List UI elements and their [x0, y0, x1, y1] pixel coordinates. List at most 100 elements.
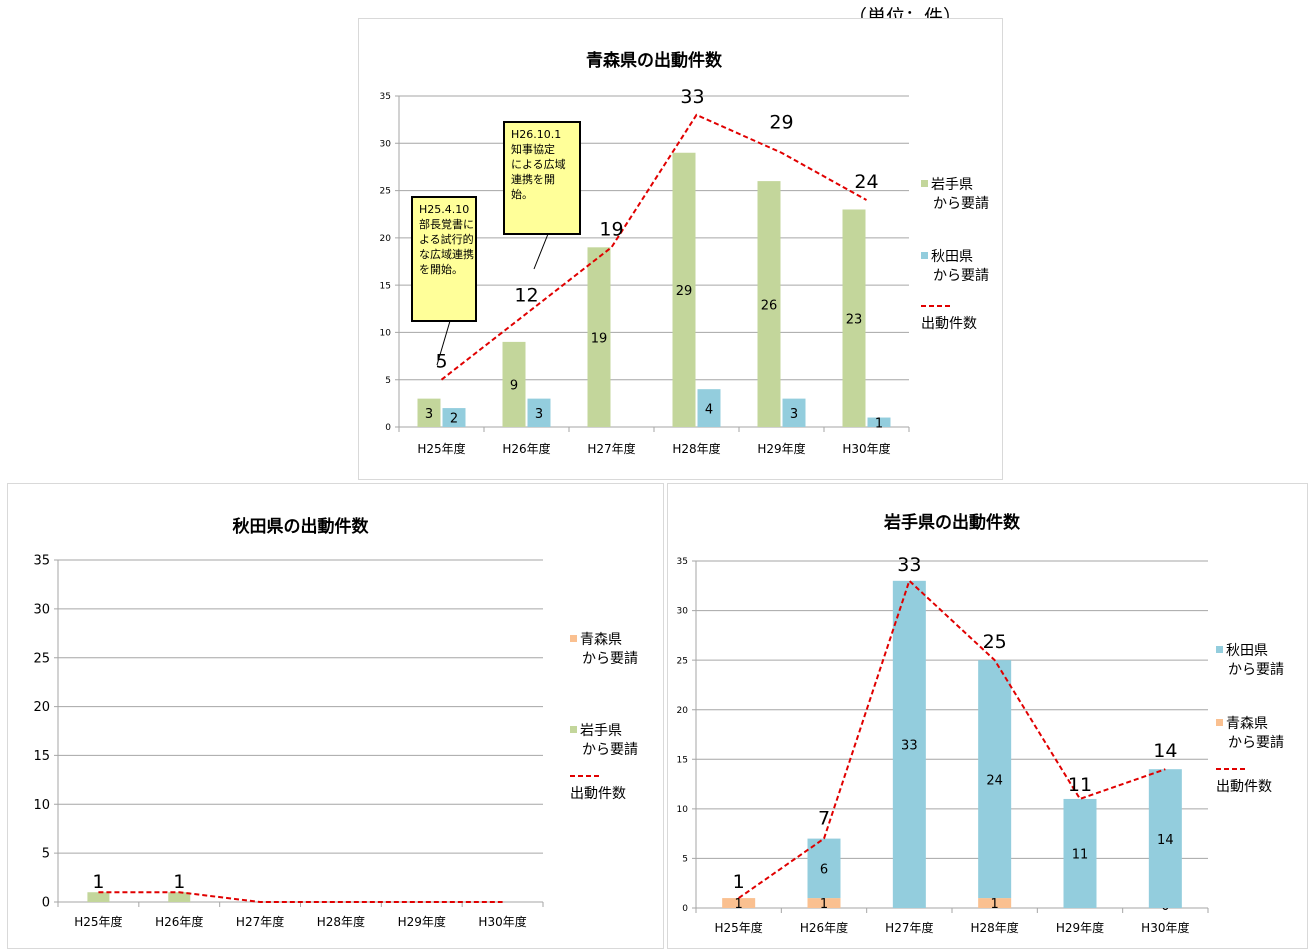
bar	[502, 341, 526, 427]
callout-text: 部長覚書に	[419, 217, 474, 231]
y-tick-label: 15	[380, 281, 391, 291]
callout-box	[411, 196, 477, 322]
bar-value-label: 1	[991, 897, 999, 912]
callout-text: よる試行的	[419, 232, 474, 246]
legend-label: 出動件数	[570, 786, 626, 802]
chart-title: 岩手県の出動件数	[883, 512, 1021, 533]
legend-label: から要請	[1228, 662, 1284, 678]
y-tick-label: 0	[682, 904, 688, 914]
x-category-label: H30年度	[1141, 920, 1189, 935]
legend-label: 岩手県	[580, 723, 622, 739]
bar-value-label: 1	[735, 897, 743, 912]
line-value-label: 24	[854, 171, 878, 193]
dispatch-count-line	[440, 113, 867, 381]
y-tick-label: 15	[677, 755, 688, 765]
callout-text: 連携を開	[511, 172, 555, 186]
bar	[442, 408, 466, 427]
legend-label: 岩手県	[931, 177, 973, 193]
bar	[1063, 798, 1097, 908]
y-tick-label: 30	[677, 607, 689, 617]
x-category-label: H26年度	[155, 914, 203, 929]
legend-label: 秋田県	[1226, 643, 1268, 659]
bar-value-label: 3	[535, 407, 543, 422]
legend-label: から要請	[1228, 735, 1284, 751]
bar	[722, 898, 756, 908]
line-value-label: 5	[435, 351, 447, 373]
callout-pointer	[533, 233, 549, 270]
x-category-label: H26年度	[800, 920, 848, 935]
akita-chart: 秋田県の出動件数 0 5 10 15 20 25 30 35 H25年度 H26年度 H27年度 H28…	[33, 516, 638, 929]
legend-swatch	[1216, 719, 1223, 726]
bar-value-label: 1	[820, 897, 828, 912]
callout-text: 始。	[511, 187, 533, 201]
bar	[842, 209, 866, 427]
legend-label: 出動件数	[921, 316, 977, 332]
bar-value-label: 3	[790, 407, 798, 422]
y-tick-label: 25	[677, 656, 688, 666]
bar-value-label: 4	[705, 402, 713, 417]
x-category-label: H27年度	[236, 914, 284, 929]
y-tick-label: 30	[33, 602, 50, 617]
line-value-label: 33	[680, 86, 704, 108]
legend-label: 出動件数	[1216, 779, 1272, 795]
legend-entry: 出動件数	[570, 775, 626, 802]
bar	[168, 892, 191, 902]
bar	[757, 181, 781, 427]
line-value-label: 1	[92, 871, 104, 893]
legend-label: から要請	[933, 268, 989, 284]
legend-swatch	[570, 726, 577, 733]
y-tick-label: 25	[33, 651, 50, 666]
x-category-label: H28年度	[971, 920, 1019, 935]
callout-text: な広域連携	[419, 247, 474, 261]
line-value-label: 33	[897, 554, 921, 576]
line-value-label: 19	[599, 218, 623, 240]
x-category-label: H29年度	[757, 441, 805, 456]
line-value-label: 14	[1153, 740, 1177, 762]
x-category-label: H25年度	[417, 441, 465, 456]
bar	[527, 398, 551, 427]
line-value-label: 7	[818, 808, 830, 830]
x-category-label: H29年度	[1056, 920, 1104, 935]
legend-swatch	[921, 252, 928, 259]
bar-value-label: 2	[450, 412, 458, 427]
legend-label: 青森県	[1226, 716, 1268, 732]
x-category-label: H27年度	[587, 441, 635, 456]
x-category-label: H25年度	[715, 920, 763, 935]
x-category-label: H25年度	[74, 914, 122, 929]
bar	[978, 898, 1012, 908]
callout-box	[503, 121, 581, 235]
legend-label: 青森県	[580, 632, 622, 648]
callout-text: H26.10.1	[511, 128, 561, 141]
line-value-label: 25	[983, 631, 1007, 653]
bar-value-label: 11	[1072, 848, 1089, 863]
iwate-chart-panel: 岩手県の出動件数 0 5 10 15 20 25 30 35 H25年度 H26年度 H27年度 H28…	[667, 483, 1308, 949]
y-tick-label: 15	[33, 749, 50, 764]
bar-value-label: 23	[846, 312, 863, 327]
y-tick-label: 0	[385, 423, 391, 433]
callout-text: H25.4.10	[419, 203, 469, 216]
legend-swatch	[1216, 646, 1223, 653]
line-value-label: 29	[769, 112, 793, 134]
x-category-label: H30年度	[478, 914, 526, 929]
line-value-label: 12	[514, 285, 538, 307]
bar	[87, 892, 110, 902]
y-tick-label: 35	[33, 554, 50, 569]
x-category-label: H27年度	[885, 920, 933, 935]
callout-text: 知事協定	[511, 142, 555, 156]
y-tick-label: 20	[380, 234, 392, 244]
y-tick-label: 30	[380, 139, 392, 149]
legend-label: から要請	[582, 742, 638, 758]
bar-value-label: 1	[875, 416, 883, 431]
bar-value-label: 24	[986, 773, 1003, 788]
legend-label: 秋田県	[931, 249, 973, 265]
akita-chart-panel: 秋田県の出動件数 0 5 10 15 20 25 30 35 H25年度 H26年度 H27年度 H28…	[7, 483, 664, 949]
x-category-label: H30年度	[842, 441, 890, 456]
y-tick-label: 10	[33, 798, 50, 813]
y-tick-label: 5	[682, 855, 688, 865]
